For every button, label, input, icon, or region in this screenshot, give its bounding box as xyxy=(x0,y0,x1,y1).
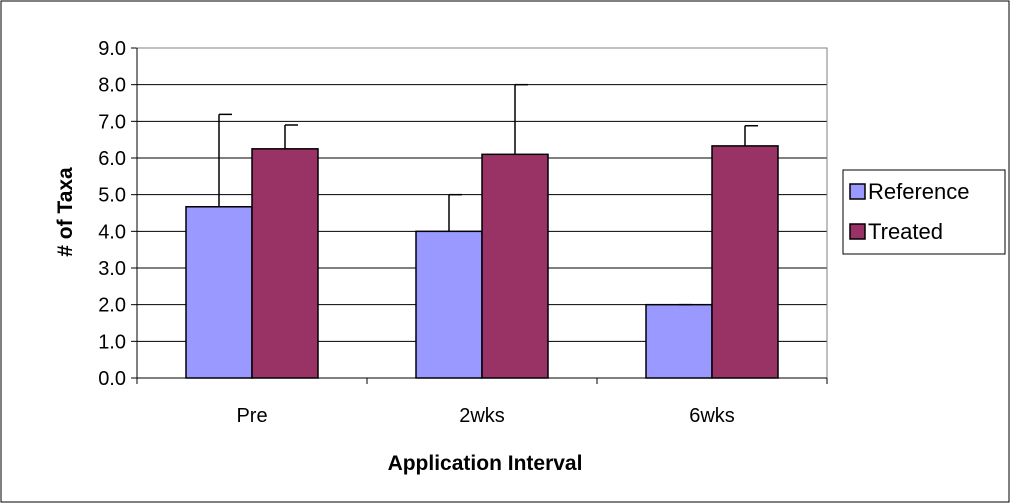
legend-label-reference: Reference xyxy=(868,179,970,204)
legend: Reference Treated xyxy=(842,169,1006,255)
y-tick-label: 9.0 xyxy=(98,38,126,60)
x-axis-title: Application Interval xyxy=(388,452,583,475)
y-tick-label: 3.0 xyxy=(98,258,126,280)
y-tick-label: 1.0 xyxy=(98,331,126,353)
x-tick-label: Pre xyxy=(236,405,267,427)
y-tick-label: 8.0 xyxy=(98,75,126,97)
y-tick-label: 0.0 xyxy=(98,368,126,390)
bar-reference-2wks xyxy=(415,230,483,379)
legend-swatch-treated xyxy=(849,223,866,240)
y-tick-label: 6.0 xyxy=(98,148,126,170)
error-bars xyxy=(218,83,758,306)
bar-reference-6wks xyxy=(645,303,713,379)
y-tick-label: 2.0 xyxy=(98,295,126,317)
bar-treated-6wks xyxy=(711,145,779,379)
axes xyxy=(131,47,828,384)
bar-reference-pre xyxy=(185,206,253,379)
legend-box xyxy=(842,169,1006,255)
legend-label-treated: Treated xyxy=(868,219,943,244)
tick-labels: 0.0 1.0 2.0 3.0 4.0 5.0 6.0 7.0 8.0 9.0 Pre 2wks 6wk… xyxy=(98,38,735,427)
x-tick-label: 2wks xyxy=(459,405,505,427)
y-axis-title: # of Taxa xyxy=(54,167,77,257)
y-tick-label: 7.0 xyxy=(98,111,126,133)
legend-swatch-reference xyxy=(849,183,866,200)
y-tick-label: 4.0 xyxy=(98,221,126,243)
x-tick-label: 6wks xyxy=(689,405,735,427)
bar-treated-2wks xyxy=(481,153,549,379)
bar-treated-pre xyxy=(251,148,319,379)
y-tick-label: 5.0 xyxy=(98,185,126,207)
